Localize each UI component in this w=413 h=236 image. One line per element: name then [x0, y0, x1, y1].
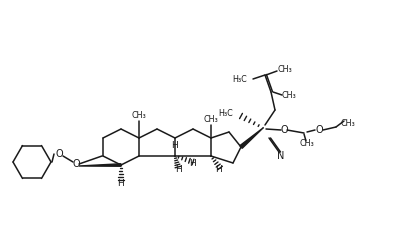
Polygon shape	[79, 164, 121, 166]
Text: CH₃: CH₃	[281, 92, 296, 101]
Text: H: H	[175, 164, 182, 173]
Text: CH₃: CH₃	[340, 119, 354, 128]
Text: O: O	[314, 125, 322, 135]
Text: CH₃: CH₃	[299, 139, 313, 148]
Text: CH₃: CH₃	[203, 115, 218, 125]
Text: H: H	[117, 178, 124, 187]
Text: CH₃: CH₃	[131, 111, 146, 121]
Text: O: O	[72, 159, 80, 169]
Text: O: O	[55, 149, 63, 159]
Text: H: H	[189, 160, 196, 169]
Text: CH₃: CH₃	[277, 66, 292, 75]
Text: H₃C: H₃C	[218, 109, 233, 118]
Polygon shape	[239, 128, 262, 148]
Text: N: N	[277, 151, 284, 161]
Text: H: H	[215, 165, 222, 174]
Text: H: H	[171, 142, 178, 151]
Text: H₃C: H₃C	[232, 76, 247, 84]
Text: O: O	[280, 125, 287, 135]
